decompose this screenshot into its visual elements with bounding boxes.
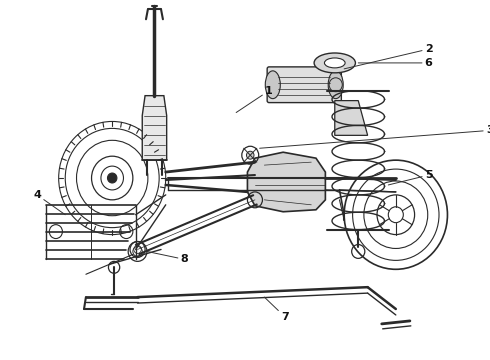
Text: 1: 1 — [236, 86, 273, 113]
Polygon shape — [335, 100, 368, 135]
Polygon shape — [142, 96, 167, 160]
Circle shape — [246, 151, 254, 159]
Text: 3: 3 — [260, 125, 490, 148]
Text: 8: 8 — [147, 251, 188, 264]
Circle shape — [107, 173, 117, 183]
Text: 7: 7 — [264, 297, 289, 322]
FancyBboxPatch shape — [267, 67, 342, 103]
Polygon shape — [247, 152, 325, 212]
Text: 6: 6 — [358, 58, 433, 68]
Ellipse shape — [314, 53, 355, 73]
Text: 2: 2 — [344, 44, 433, 69]
Ellipse shape — [265, 71, 280, 99]
Ellipse shape — [324, 58, 345, 68]
Ellipse shape — [328, 71, 343, 99]
Text: 5: 5 — [388, 170, 433, 185]
Text: 4: 4 — [33, 190, 65, 215]
